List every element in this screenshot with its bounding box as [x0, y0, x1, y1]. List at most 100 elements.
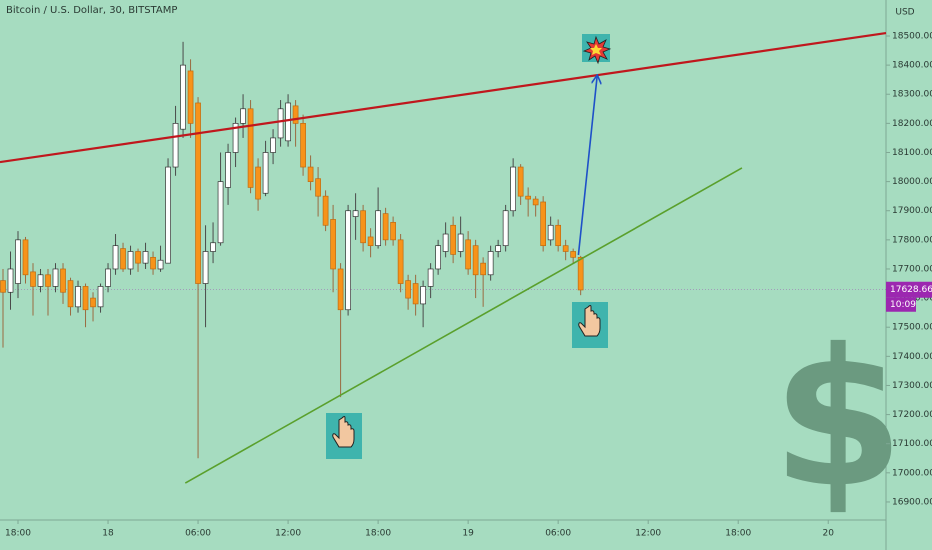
candle-body [30, 271, 36, 287]
last-price-box [886, 281, 932, 298]
y-tick-label: 18400.00 [892, 61, 932, 71]
candle-body [225, 152, 231, 188]
candle-body [165, 166, 171, 264]
y-tick-label: 18200.00 [892, 119, 932, 129]
candle-body [15, 239, 21, 284]
candle-body [405, 280, 411, 299]
x-tick-label: 18 [102, 529, 114, 539]
candle-body [510, 166, 516, 212]
candle-body [570, 251, 577, 258]
candle-body [480, 262, 486, 276]
x-tick-label: 12:00 [275, 529, 301, 539]
candle-body [187, 70, 194, 124]
trend-line [577, 76, 597, 256]
candle-body [90, 297, 96, 308]
candle-body [292, 105, 299, 124]
y-tick-label: 18100.00 [892, 148, 932, 158]
candle-body [157, 259, 164, 270]
watermark: $ [772, 308, 904, 529]
candle-body [120, 248, 126, 270]
candle-body [547, 224, 554, 241]
candle-body [532, 198, 539, 206]
y-tick-label: 17400.00 [892, 352, 932, 362]
candle-body [450, 224, 456, 255]
candle-body [337, 268, 344, 311]
candle-body [247, 108, 254, 188]
candle-body [562, 245, 569, 252]
candle-body [517, 166, 524, 197]
candle-body [555, 224, 562, 247]
candle-body [277, 108, 284, 139]
x-tick-label: 12:00 [635, 529, 661, 539]
candle-body [60, 268, 66, 293]
candle-body [375, 210, 381, 247]
y-tick-label: 17900.00 [892, 206, 932, 216]
candle-body [330, 219, 336, 270]
candle-body [412, 283, 419, 305]
candle-body [262, 152, 269, 194]
y-tick-label: 17500.00 [892, 323, 932, 333]
candle-body [420, 286, 426, 305]
candle-body [367, 236, 374, 247]
candle-body [472, 245, 479, 276]
candle-body [255, 166, 261, 200]
x-tick-label: 06:00 [185, 529, 211, 539]
candle-body [67, 280, 74, 308]
candle-body [210, 242, 216, 252]
x-tick-label: 18:00 [365, 529, 391, 539]
trend-line [0, 31, 887, 164]
last-price-label: 17628.66 [890, 285, 932, 295]
candle-body [142, 251, 149, 264]
candle-body [82, 286, 89, 311]
x-tick-label: 18:00 [725, 529, 751, 539]
candle-body [127, 251, 134, 270]
candle-body [315, 178, 321, 197]
candle-body [487, 251, 494, 276]
y-tick-label: 17100.00 [892, 439, 932, 449]
candle-body [172, 123, 179, 168]
y-tick-label: 17300.00 [892, 381, 932, 391]
candle-body [22, 239, 29, 276]
x-tick-label: 19 [462, 529, 474, 539]
hand-icon [326, 413, 362, 459]
candle-body [202, 251, 209, 284]
candle-body [525, 195, 531, 200]
candle-body [465, 239, 471, 270]
x-tick-label: 20 [823, 529, 835, 539]
candle-body [7, 268, 14, 293]
y-tick-label: 17000.00 [892, 468, 932, 478]
explosion-icon [582, 34, 612, 65]
candle-body [180, 64, 186, 130]
y-tick-label: 17200.00 [892, 410, 932, 420]
candle-body [457, 233, 464, 252]
candle-body [540, 201, 547, 247]
candle-body [307, 166, 314, 182]
y-tick-label: 17800.00 [892, 235, 932, 245]
candle-body [195, 102, 201, 284]
y-tick-label: 18000.00 [892, 177, 932, 187]
y-tick-label: 16900.00 [892, 497, 932, 507]
currency-label: USD [895, 8, 914, 18]
candle-body [0, 280, 6, 293]
candle-body [300, 123, 306, 168]
candle-body [495, 245, 501, 252]
candle-body [135, 251, 141, 264]
hand-icon [572, 302, 608, 348]
candle-body [45, 274, 51, 287]
candle-body [502, 210, 509, 247]
x-tick-label: 06:00 [545, 529, 571, 539]
candle-body [232, 123, 239, 153]
candle-body [150, 256, 156, 270]
plot-area [0, 31, 887, 484]
candle-body [352, 210, 359, 217]
y-tick-label: 18300.00 [892, 90, 932, 100]
candle-body [382, 213, 389, 241]
countdown-label: 10:09 [890, 300, 916, 310]
candle-body [37, 274, 44, 287]
candle-body [97, 286, 104, 308]
candle-body [427, 268, 434, 287]
chart-title: Bitcoin / U.S. Dollar, 30, BITSTAMP [6, 5, 177, 16]
candle-body [75, 286, 81, 308]
candle-body [577, 256, 584, 291]
